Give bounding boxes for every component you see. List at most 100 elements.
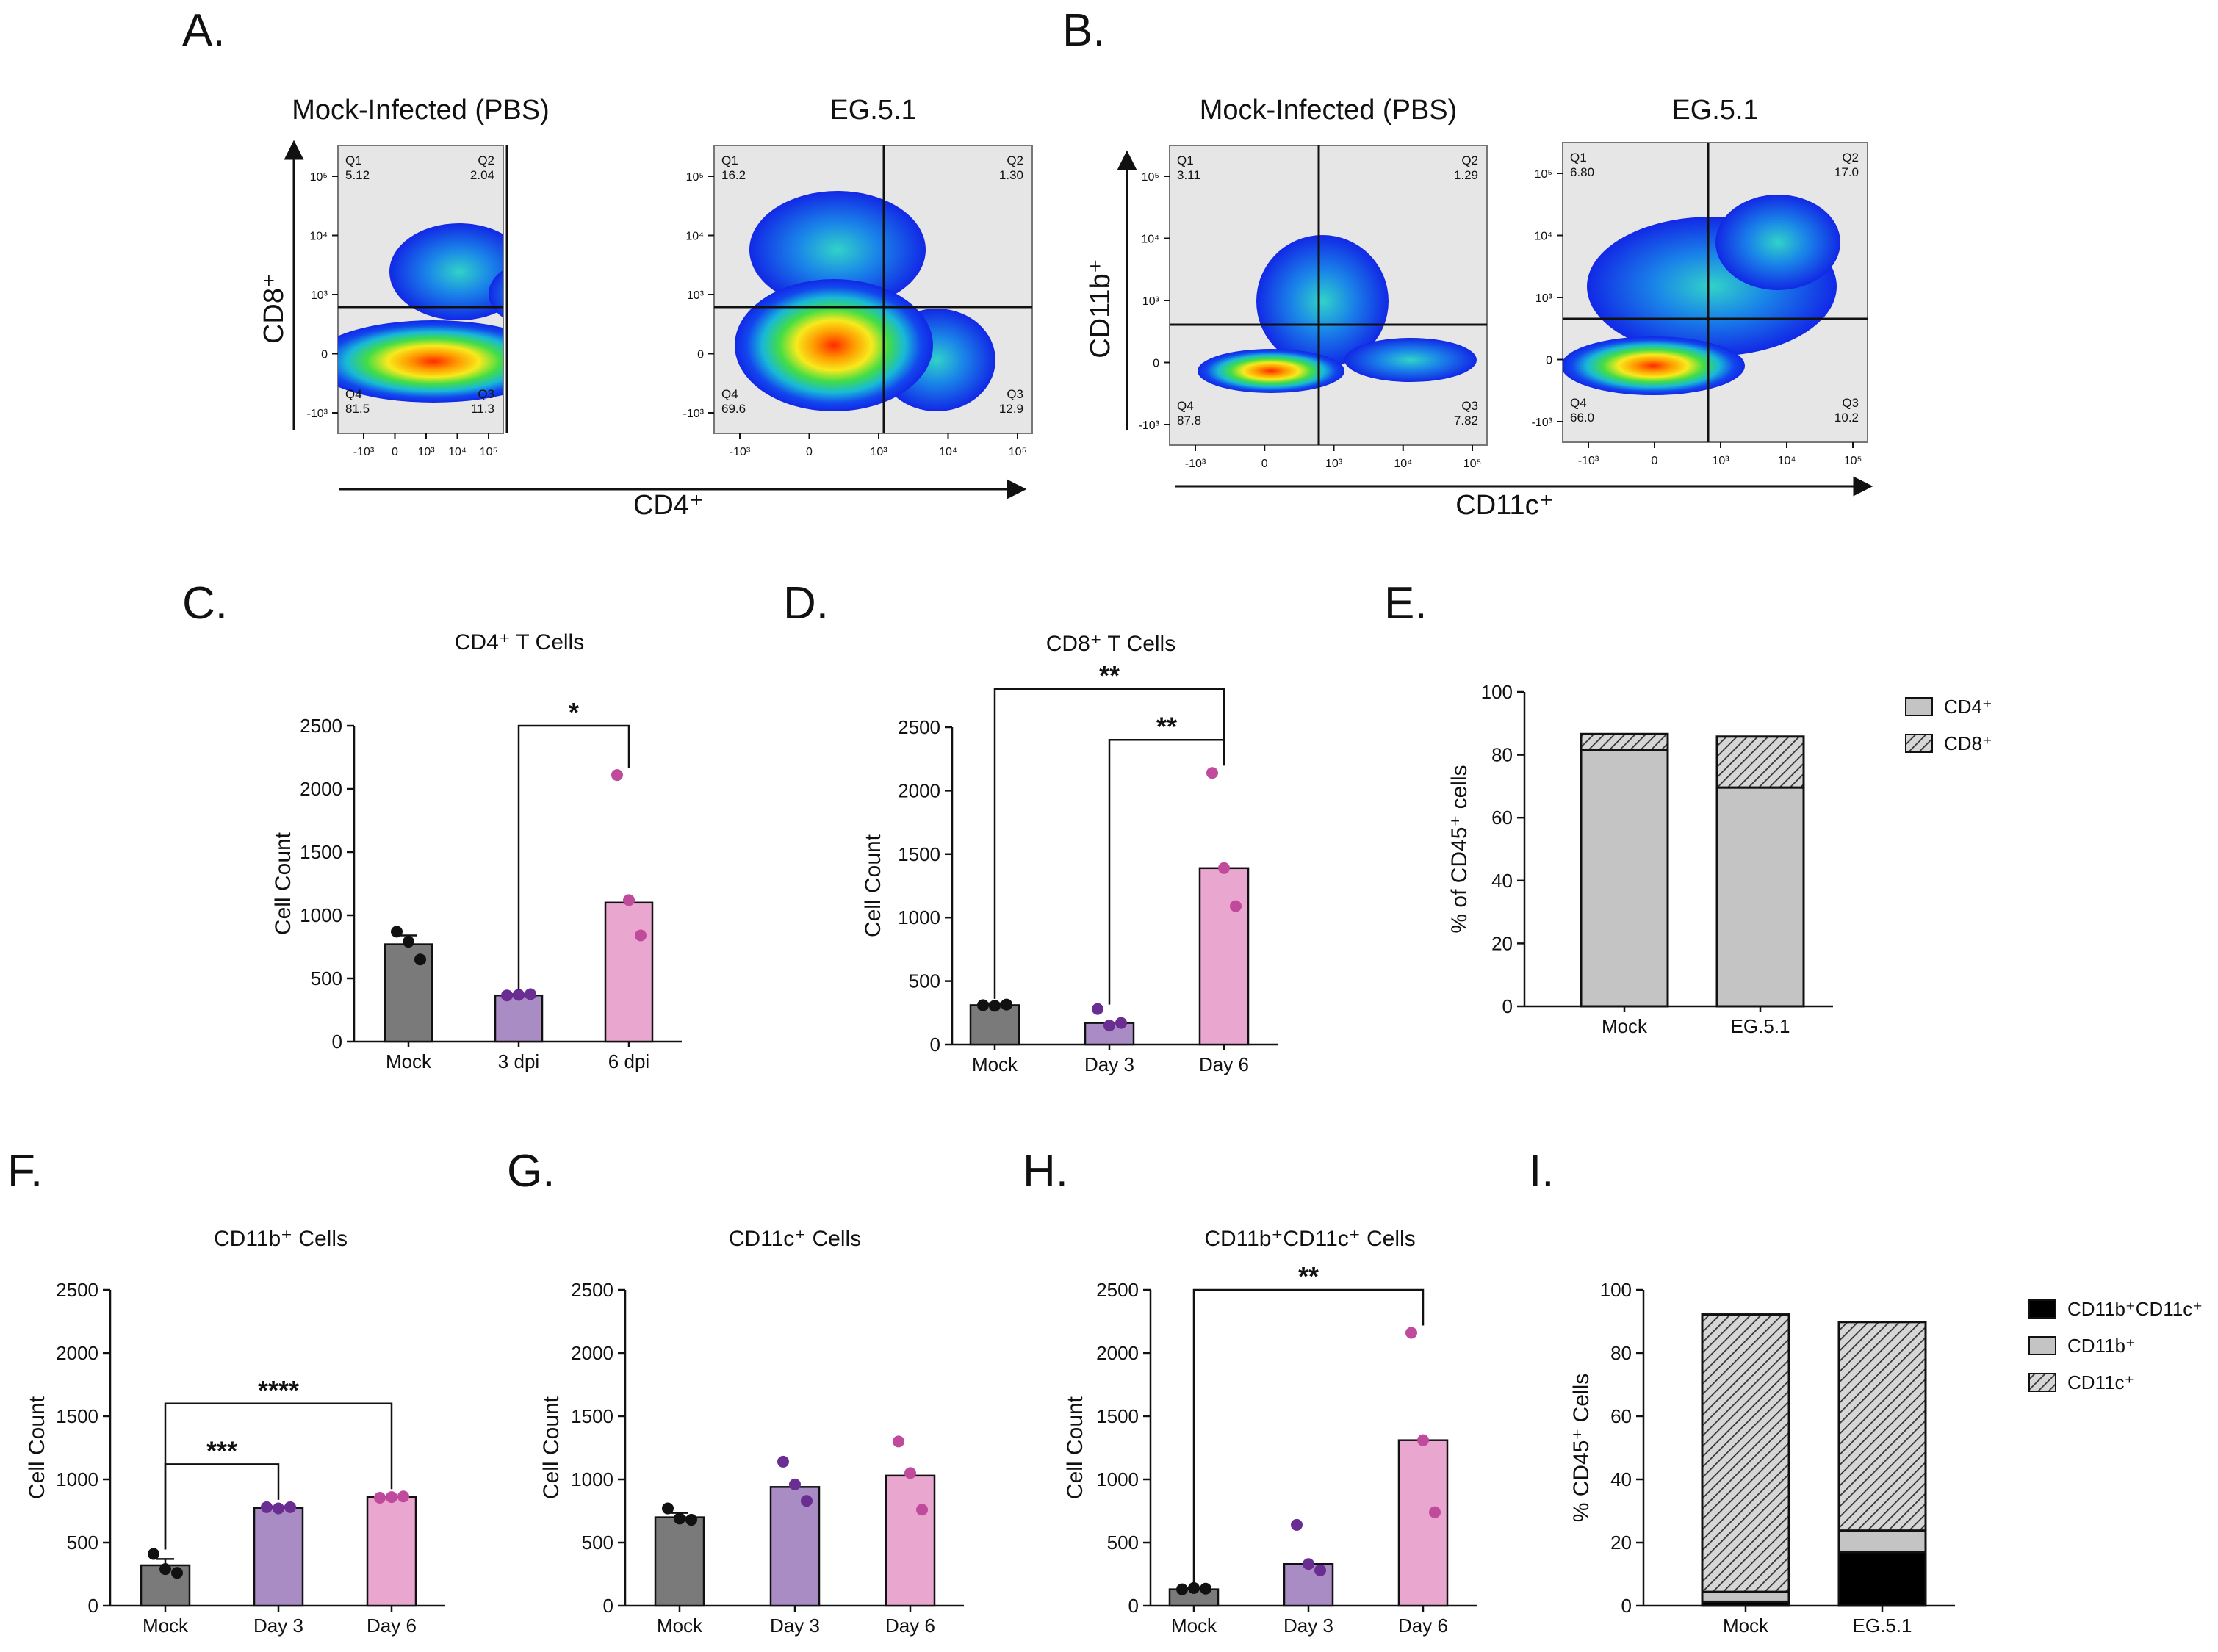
bar: [655, 1518, 704, 1606]
flow-x-tick-label: 0: [1652, 455, 1658, 467]
quadrant-label-q4: Q4: [721, 387, 738, 401]
quadrant-value-q2: 2.04: [470, 168, 494, 182]
x-tick-label: Mock: [657, 1615, 703, 1637]
data-point: [414, 953, 426, 965]
data-point: [1115, 1017, 1127, 1029]
data-point: [989, 1000, 1001, 1011]
legend-swatch: [2029, 1300, 2056, 1318]
quadrant-value-q1: 3.11: [1177, 168, 1200, 182]
data-point: [904, 1467, 916, 1479]
x-tick-label: 6 dpi: [608, 1050, 649, 1072]
y-tick-label: 500: [1107, 1532, 1139, 1554]
flow-y-tick-label: 0: [697, 349, 704, 361]
flow-x-tick-label: 10⁵: [1009, 446, 1026, 458]
quadrant-value-q1: 6.80: [1570, 165, 1594, 179]
y-axis-label: Cell Count: [271, 832, 295, 935]
data-point: [1405, 1327, 1417, 1338]
chart-title: CD4⁺ T Cells: [455, 630, 584, 654]
bar: [495, 995, 542, 1042]
y-tick-label: 1000: [56, 1468, 98, 1490]
data-point: [1176, 1584, 1188, 1595]
quadrant-value-q1: 5.12: [345, 168, 370, 182]
data-point: [777, 1456, 789, 1468]
y-tick-label: 1500: [898, 843, 940, 865]
y-tick-label: 1000: [898, 906, 940, 928]
y-tick-label: 0: [88, 1595, 98, 1617]
y-tick-label: 100: [1481, 681, 1513, 703]
flow-y-tick-label: 0: [1153, 358, 1159, 370]
data-point: [801, 1495, 813, 1507]
y-tick-label: 20: [1610, 1532, 1632, 1554]
flow-x-tick-label: 10⁴: [939, 446, 957, 458]
quadrant-value-q2: 1.30: [999, 168, 1023, 182]
stacked-segment: [1717, 737, 1804, 787]
x-tick-label: Day 3: [770, 1615, 820, 1637]
y-axis-label: Cell Count: [25, 1396, 49, 1499]
data-point: [171, 1567, 183, 1579]
legend-label: CD8⁺: [1944, 732, 1992, 754]
data-point: [611, 769, 623, 781]
data-point: [273, 1503, 284, 1515]
flow-x-tick-label: 10³: [1712, 455, 1729, 467]
data-point: [148, 1548, 159, 1559]
x-tick-label: 3 dpi: [498, 1050, 539, 1072]
data-point: [261, 1501, 273, 1513]
x-tick-label: EG.5.1: [1731, 1015, 1790, 1037]
quadrant-label-q3: Q3: [1461, 399, 1478, 413]
data-point: [1200, 1583, 1211, 1595]
y-tick-label: 2500: [1096, 1279, 1139, 1301]
y-tick-label: 500: [582, 1532, 613, 1554]
quadrant-label-q3: Q3: [1007, 387, 1023, 401]
stacked-segment: [1581, 750, 1668, 1006]
y-tick-label: 1500: [1096, 1405, 1139, 1427]
x-tick-label: Day 3: [1084, 1053, 1134, 1075]
bar: [1200, 868, 1248, 1045]
data-point: [501, 989, 513, 1001]
stacked-segment: [1839, 1552, 1926, 1606]
data-point: [916, 1504, 928, 1515]
x-tick-label: Day 3: [1283, 1615, 1333, 1637]
x-tick-label: Mock: [1602, 1015, 1648, 1037]
data-point: [674, 1512, 685, 1524]
flow-y-tick-label: 10³: [311, 289, 328, 302]
bar: [605, 903, 652, 1042]
density-blob-main: [1561, 336, 1745, 395]
x-tick-label: Day 6: [885, 1615, 935, 1637]
figure-canvas: A.Mock-Infected (PBS)Q15.12Q22.04Q481.5Q…: [0, 0, 2218, 1652]
quadrant-label-q2: Q2: [1461, 154, 1478, 167]
data-point: [1188, 1582, 1200, 1594]
flow-y-axis-title: CD8⁺: [259, 273, 289, 344]
quadrant-label-q3: Q3: [1842, 396, 1859, 410]
significance-label: **: [1298, 1261, 1319, 1291]
chart-panel-f: F.CD11b⁺ Cells05001000150020002500Cell C…: [7, 1146, 445, 1637]
quadrant-label-q2: Q2: [1842, 151, 1859, 165]
data-point: [685, 1514, 697, 1526]
y-tick-label: 2000: [1096, 1342, 1139, 1364]
legend-swatch: [1906, 698, 1932, 715]
y-tick-label: 2500: [56, 1279, 98, 1301]
flow-y-tick-label: -10³: [1532, 416, 1553, 429]
flow-y-tick-label: 10⁵: [1142, 171, 1159, 184]
significance-label: **: [1156, 711, 1177, 741]
flow-plot-title: Mock-Infected (PBS): [292, 95, 550, 126]
quadrant-value-q3: 12.9: [999, 402, 1023, 416]
bar: [886, 1476, 935, 1606]
data-point: [513, 989, 525, 1000]
legend-swatch: [1906, 735, 1932, 752]
y-tick-label: 80: [1610, 1342, 1632, 1364]
chart-panel-i: I.020406080100% CD45⁺ CellsMock EG.5.1CD1…: [1529, 1146, 2203, 1637]
data-point: [386, 1491, 397, 1503]
quadrant-value-q3: 11.3: [471, 402, 494, 416]
data-point: [403, 936, 414, 948]
y-axis-label: % of CD45⁺ cells: [1447, 765, 1472, 933]
data-point: [159, 1563, 171, 1575]
panel-letter-g: G.: [507, 1146, 555, 1197]
data-point: [1230, 901, 1242, 912]
quadrant-label-q1: Q1: [1177, 154, 1194, 167]
bar: [367, 1497, 416, 1606]
panel-letter-a: A.: [182, 5, 226, 56]
flow-y-tick-label: 10⁵: [310, 171, 328, 184]
y-tick-label: 1500: [56, 1405, 98, 1427]
chart-title: CD11c⁺ Cells: [729, 1227, 861, 1251]
